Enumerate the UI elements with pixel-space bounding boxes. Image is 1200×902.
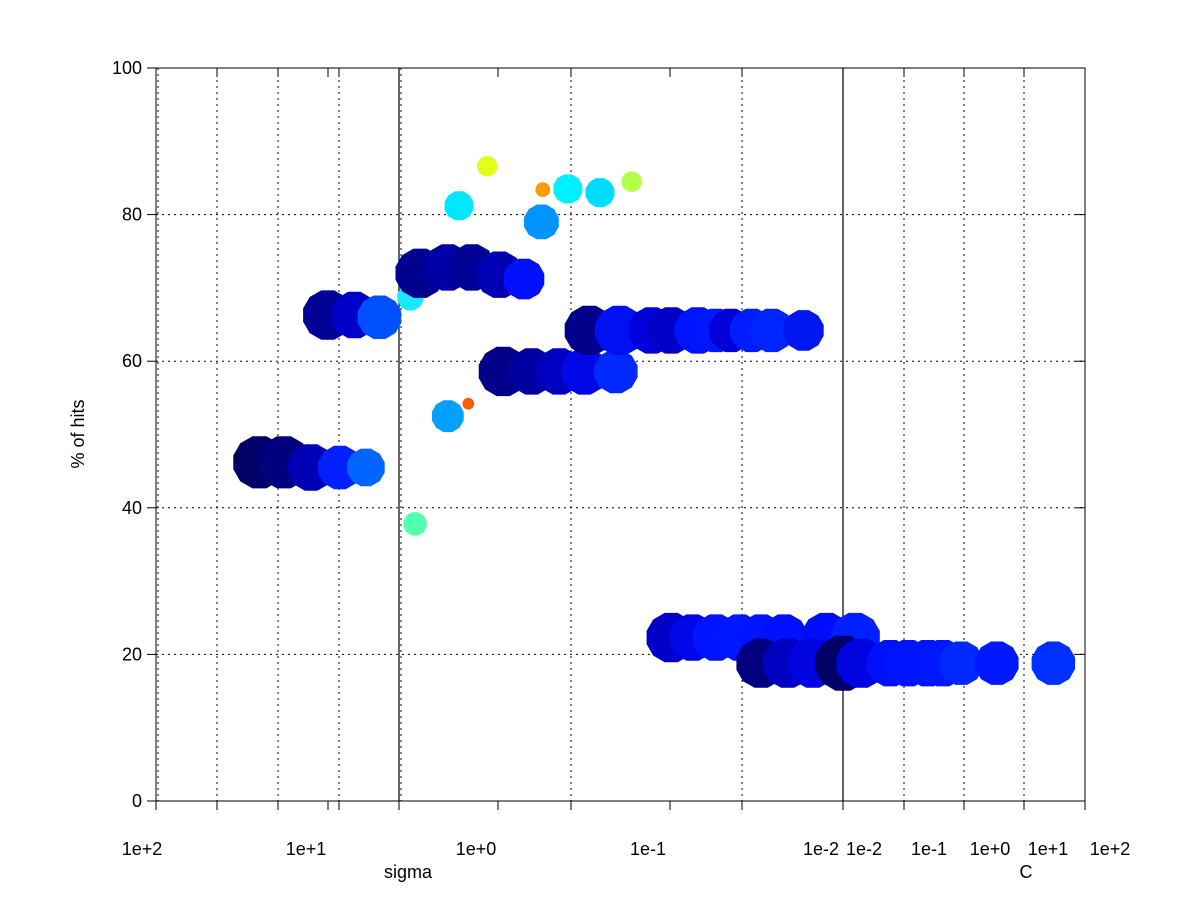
x-tick-label-sigma: 1e+2 [122,839,163,859]
x-tick-label-sigma: 1e+0 [456,839,497,859]
x-axis-label-sigma: sigma [384,862,433,882]
data-point [1031,641,1076,685]
data-point [594,305,645,355]
data-point [975,641,1019,685]
x-tick-label-c: 1e+1 [1028,839,1069,859]
x-tick-label-c: 1e-1 [911,839,947,859]
x-axis-label-c: C [1020,862,1033,882]
plot-frame [155,67,1086,802]
data-point [503,258,545,300]
data-point [939,641,983,685]
y-tick-label: 40 [122,498,142,518]
data-point [444,191,474,221]
data-point [462,397,475,410]
y-tick-label: 0 [132,791,142,811]
y-tick-label: 100 [112,58,142,78]
data-point [553,174,583,204]
data-point [524,204,559,240]
x-tick-label-sigma: 1e+1 [286,839,327,859]
tick-labels: 0 20 40 60 80 100 1e+2 1e+1 1e+0 1e-1 1e-2 1e-2 1e-1… [112,58,1130,859]
data-point [403,512,427,536]
x-tick-label-sigma: 1e-1 [630,839,666,859]
data-point [783,310,824,351]
grid [156,68,1085,801]
data-point [750,308,794,353]
data-point [561,348,608,395]
data-points [233,156,1076,691]
data-point [585,178,615,208]
data-point [357,295,402,339]
data-point [431,400,464,433]
y-tick-label: 60 [122,351,142,371]
axes [147,67,1086,810]
data-point [347,448,385,487]
x-tick-label-c: 1e-2 [846,839,882,859]
y-axis-label: % of hits [68,399,88,468]
x-tick-label-c: 1e+2 [1090,839,1131,859]
data-point [477,156,498,177]
data-point [594,349,638,394]
x-tick-label-c: 1e+0 [970,839,1011,859]
y-tick-label: 80 [122,205,142,225]
y-tick-label: 20 [122,644,142,664]
data-point [535,182,550,197]
data-point [621,171,642,192]
x-tick-label-sigma: 1e-2 [803,839,839,859]
